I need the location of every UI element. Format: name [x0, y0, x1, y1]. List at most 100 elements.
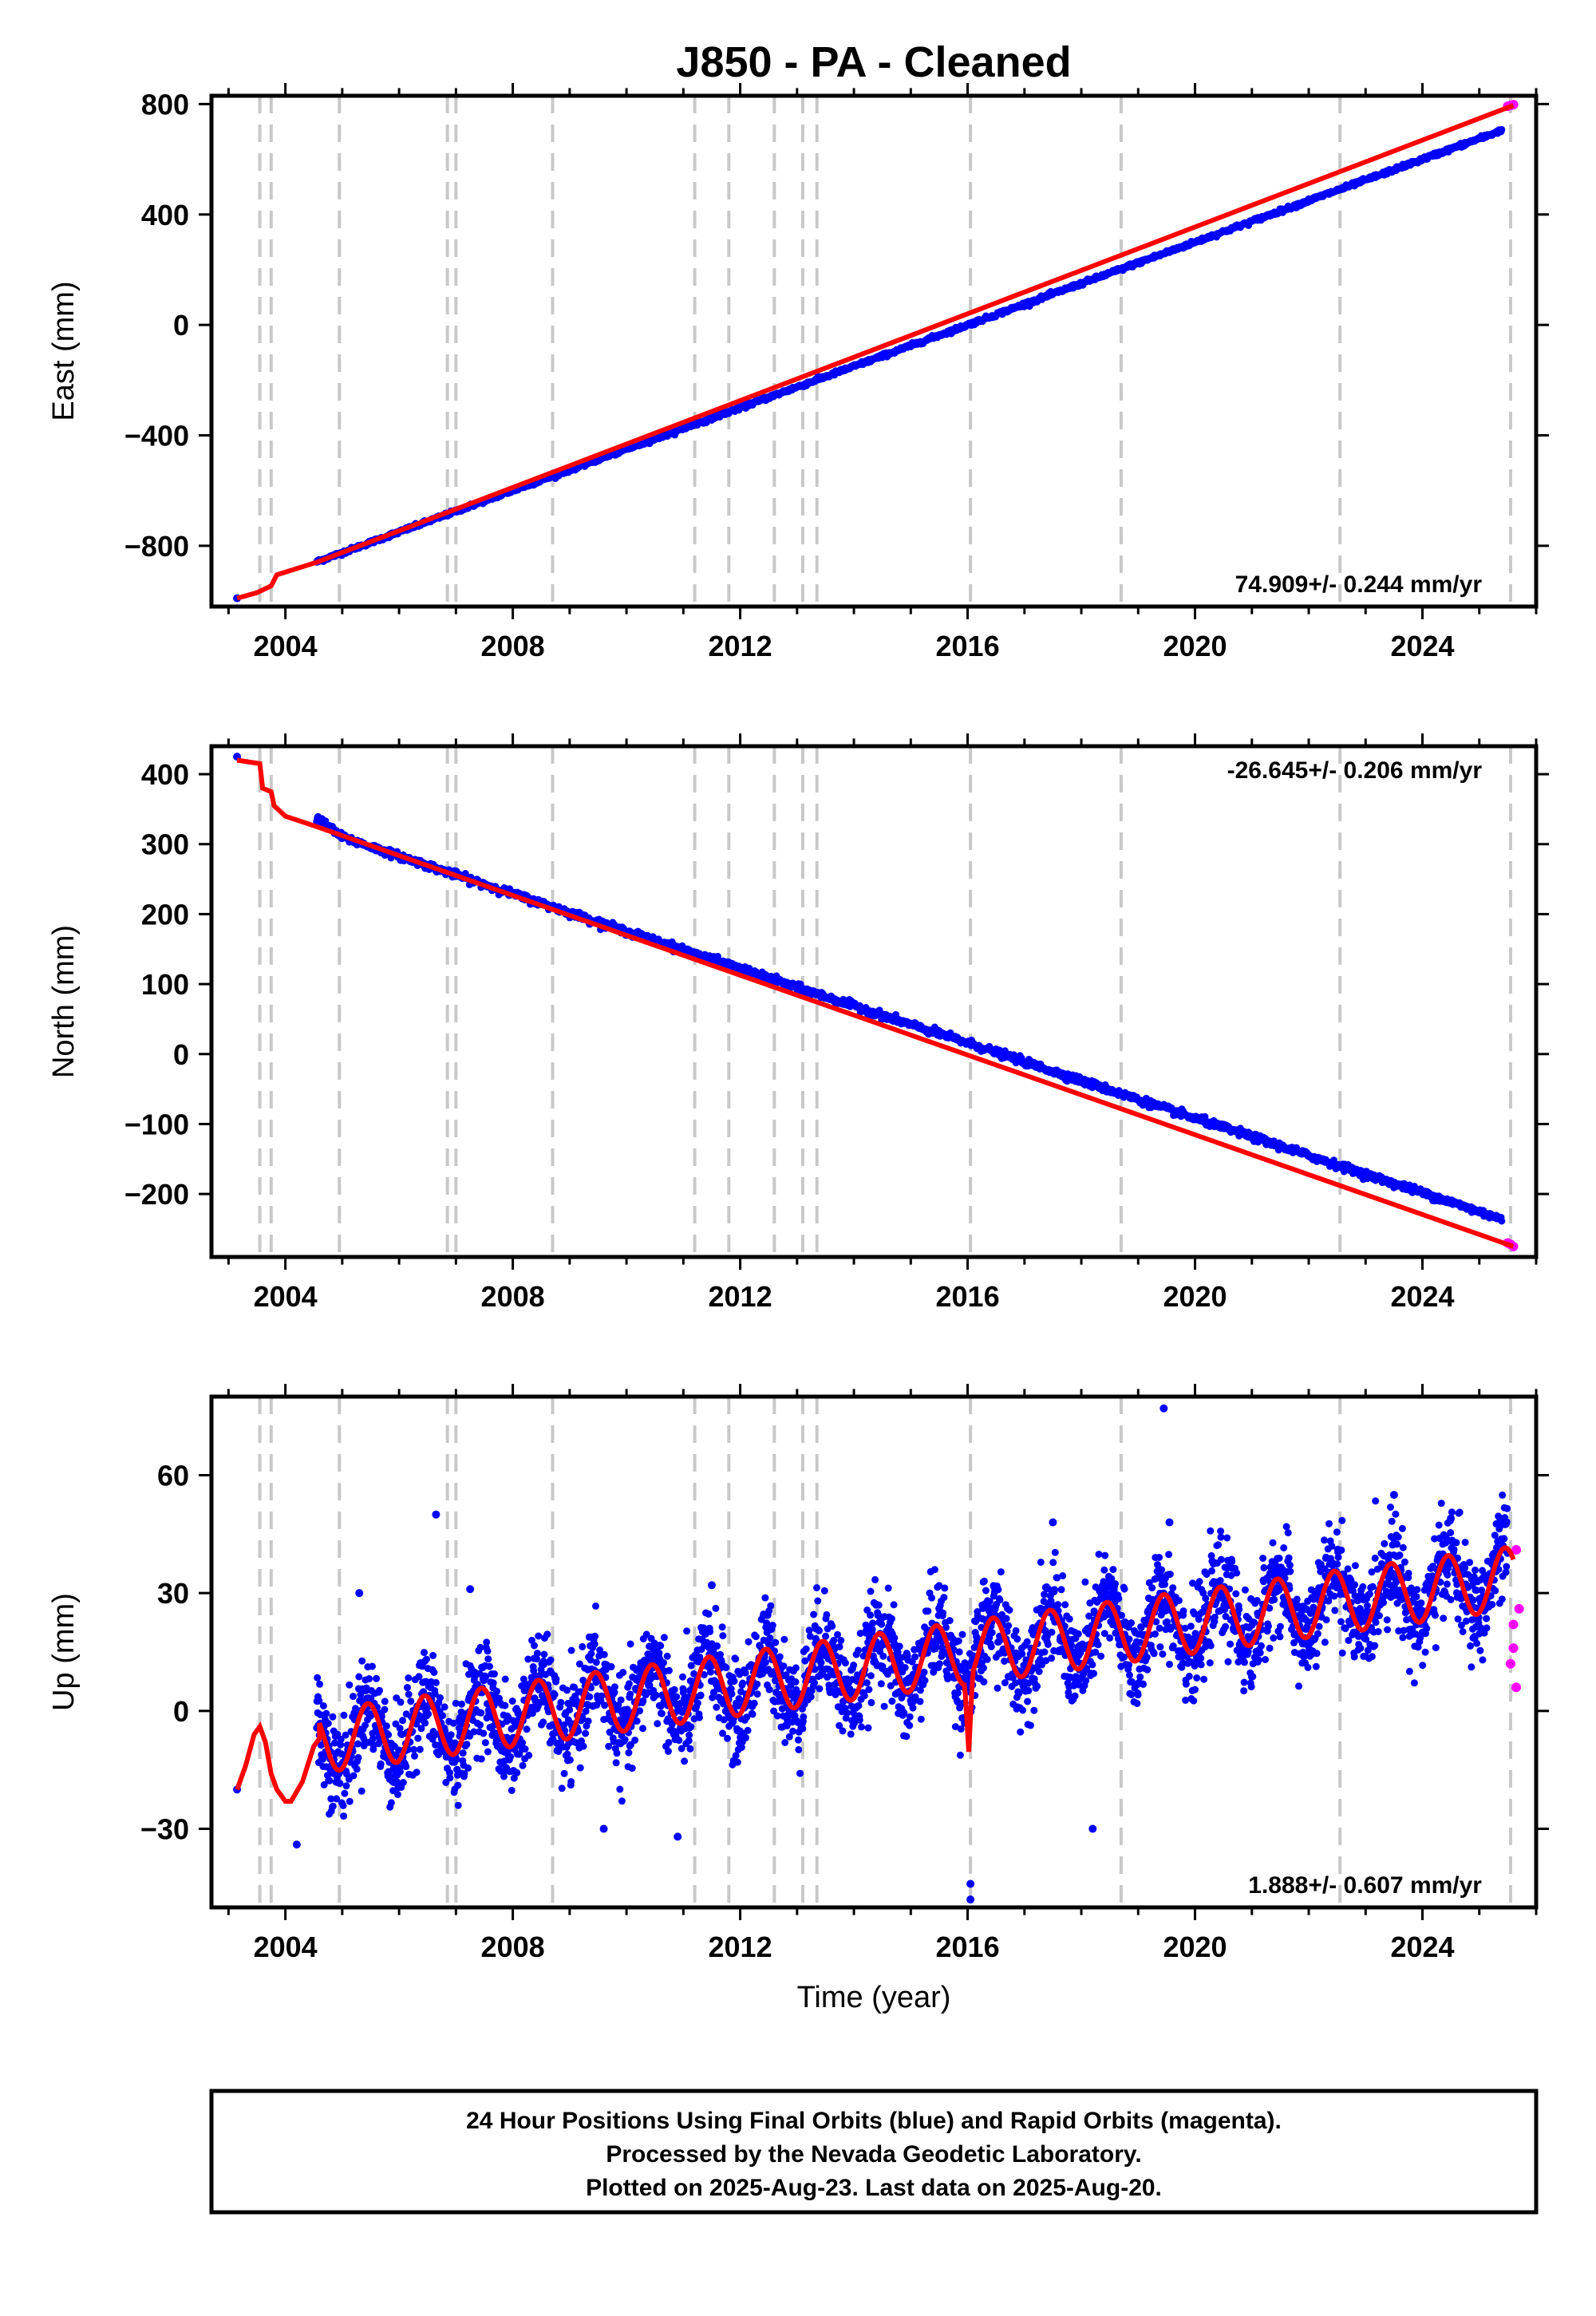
- y-tick-label: −400: [124, 420, 189, 453]
- data-point: [513, 1769, 521, 1777]
- data-point: [535, 1671, 543, 1679]
- data-point: [732, 1655, 740, 1663]
- data-point: [560, 1769, 568, 1777]
- data-point: [531, 1642, 538, 1650]
- data-point: [552, 1675, 560, 1683]
- data-point: [397, 1768, 404, 1776]
- data-point: [477, 1755, 485, 1763]
- data-point: [533, 1655, 540, 1663]
- y-tick-label: −200: [124, 1178, 189, 1211]
- x-tick-label: 2012: [709, 630, 772, 662]
- data-point: [317, 1711, 324, 1719]
- model-line: [236, 757, 1515, 1249]
- data-point: [612, 1759, 620, 1767]
- data-point: [449, 1719, 457, 1727]
- data-point: [685, 1737, 693, 1745]
- data-point: [329, 1802, 337, 1810]
- panel-east: 2004 2008 2012 2016 2020 2024−800−4000400800E…: [47, 83, 1549, 662]
- data-point: [326, 1777, 334, 1784]
- data-point: [421, 1649, 428, 1657]
- data-point: [571, 1683, 578, 1691]
- data-point: [405, 1674, 413, 1682]
- data-point: [631, 1737, 639, 1744]
- data-point: [509, 1717, 517, 1725]
- data-point: [663, 1652, 671, 1660]
- data-point: [575, 1727, 583, 1735]
- data-point: [407, 1697, 415, 1705]
- data-point: [675, 1737, 683, 1745]
- data-point: [610, 1683, 618, 1691]
- data-point: [547, 1656, 555, 1664]
- data-point: [315, 1697, 323, 1705]
- data-point: [346, 1681, 354, 1689]
- data-point: [483, 1638, 491, 1646]
- data-point: [421, 1719, 429, 1727]
- data-point: [719, 1632, 727, 1640]
- data-point: [540, 1650, 548, 1658]
- data-point: [713, 1642, 721, 1650]
- data-point: [646, 1682, 654, 1690]
- data-point: [422, 1655, 430, 1663]
- data-point: [524, 1655, 532, 1663]
- panel-frame: [209, 93, 1539, 609]
- data-point: [519, 1739, 527, 1747]
- data-point: [744, 1726, 752, 1734]
- data-point: [730, 1678, 738, 1686]
- y-tick-label: −100: [124, 1108, 189, 1140]
- data-point: [551, 1690, 559, 1698]
- y-tick-label: 400: [141, 199, 189, 231]
- data-point: [399, 1779, 407, 1786]
- data-point: [519, 1761, 527, 1769]
- data-point: [432, 1741, 440, 1749]
- data-point: [670, 1686, 678, 1694]
- data-point: [582, 1707, 590, 1715]
- data-point: [354, 1740, 361, 1748]
- data-point: [336, 1780, 344, 1788]
- data-point: [579, 1715, 587, 1723]
- data-point: [329, 1713, 337, 1721]
- data-point: [665, 1738, 673, 1746]
- data-point: [521, 1745, 529, 1753]
- data-point: [535, 1632, 543, 1640]
- data-point: [533, 1650, 541, 1658]
- data-point: [592, 1658, 600, 1666]
- data-point: [415, 1673, 423, 1681]
- data-point: [695, 1713, 703, 1721]
- data-point: [607, 1662, 615, 1670]
- data-point: [722, 1664, 730, 1672]
- data-point: [673, 1693, 681, 1701]
- x-tick-label: 2024: [1390, 1280, 1454, 1313]
- data-point: [470, 1728, 478, 1736]
- data-point: [605, 1742, 613, 1750]
- data-point: [683, 1627, 691, 1635]
- data-point: [334, 1730, 342, 1738]
- data-point: [460, 1770, 468, 1777]
- data-point: [377, 1760, 385, 1768]
- data-point: [626, 1640, 634, 1648]
- data-point: [486, 1662, 493, 1670]
- data-point: [327, 1795, 335, 1803]
- x-tick-label: 2016: [936, 1280, 1000, 1313]
- data-point: [452, 1755, 460, 1763]
- data-point: [619, 1669, 627, 1677]
- data-point: [539, 1718, 547, 1726]
- data-point: [381, 1705, 389, 1713]
- data-point: [417, 1725, 425, 1733]
- data-point: [387, 1799, 395, 1807]
- data-point: [385, 1731, 393, 1739]
- data-point: [484, 1655, 492, 1663]
- data-point: [712, 1604, 720, 1612]
- panel-frame: [209, 744, 1539, 1259]
- data-point: [397, 1698, 405, 1706]
- model-line: [236, 103, 1515, 601]
- data-point: [463, 1741, 471, 1749]
- data-point: [678, 1745, 685, 1753]
- data-point: [739, 1679, 747, 1687]
- data-point: [621, 1736, 629, 1744]
- data-point: [319, 1755, 326, 1763]
- data-point: [660, 1659, 667, 1666]
- x-tick-label: 2020: [1163, 1280, 1227, 1313]
- data-point: [439, 1712, 446, 1720]
- data-point: [340, 1812, 348, 1820]
- data-point: [616, 1785, 624, 1793]
